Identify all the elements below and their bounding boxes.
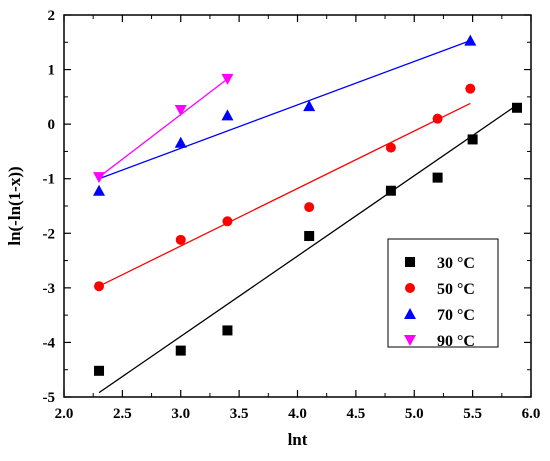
x-tick-label: 2.5 <box>113 406 132 422</box>
legend-marker <box>405 283 415 293</box>
data-point <box>385 185 396 196</box>
data-point <box>222 325 233 336</box>
x-tick-label: 4.5 <box>347 406 366 422</box>
data-point <box>432 113 443 124</box>
x-axis-label: lnt <box>288 430 308 449</box>
data-point <box>304 231 315 242</box>
data-point <box>175 345 186 356</box>
legend-marker <box>405 257 415 267</box>
y-tick-labels: -5 -4 -3 -2 -1 0 1 2 <box>43 8 56 406</box>
data-point <box>222 216 233 227</box>
data-point <box>221 73 234 85</box>
data-point <box>94 281 105 292</box>
data-point <box>221 109 234 121</box>
data-markers <box>93 34 522 376</box>
y-tick-label: -1 <box>43 172 56 188</box>
fit-line <box>98 40 471 180</box>
y-tick-label: -5 <box>43 390 56 406</box>
legend-marker <box>404 308 416 319</box>
fit-line <box>98 102 520 394</box>
data-point <box>464 34 477 46</box>
y-tick-label: -4 <box>43 335 56 351</box>
data-point <box>94 365 105 376</box>
legend: 30 °C 50 °C 70 °C 90 °C <box>387 238 499 350</box>
y-axis-label: ln(-ln(1-x)) <box>5 166 24 245</box>
x-tick-label: 4.0 <box>288 406 307 422</box>
data-point <box>467 134 478 145</box>
data-point <box>385 142 396 153</box>
fit-lines <box>98 40 520 394</box>
legend-label: 90 °C <box>437 333 475 350</box>
data-point <box>93 184 106 196</box>
fit-line <box>98 102 471 287</box>
y-tick-label: -3 <box>43 281 56 297</box>
x-tick-label: 3.5 <box>230 406 249 422</box>
data-point <box>174 104 187 116</box>
legend-label: 30 °C <box>437 255 475 272</box>
legend-label: 70 °C <box>437 307 475 324</box>
x-tick-labels: 2.0 2.5 3.0 3.5 4.0 4.5 5.0 5.5 6.0 <box>55 406 541 422</box>
data-point <box>175 234 186 245</box>
data-point <box>303 100 316 112</box>
data-point <box>432 172 443 183</box>
x-tick-label: 5.5 <box>463 406 482 422</box>
legend-label: 50 °C <box>437 281 475 298</box>
x-tick-label: 5.0 <box>405 406 424 422</box>
x-tick-label: 2.0 <box>55 406 74 422</box>
data-point <box>174 136 187 148</box>
data-point <box>304 202 315 213</box>
data-point <box>511 102 522 113</box>
legend-marker <box>404 335 416 346</box>
x-tick-label: 6.0 <box>522 406 541 422</box>
y-tick-label: 1 <box>48 63 56 79</box>
plot-frame <box>63 14 532 398</box>
y-tick-label: -2 <box>43 226 56 242</box>
data-point <box>93 172 106 184</box>
data-point <box>465 83 476 94</box>
y-tick-label: 0 <box>48 117 56 133</box>
fit-line <box>98 78 228 178</box>
x-tick-label: 3.0 <box>171 406 190 422</box>
y-tick-label: 2 <box>48 8 56 24</box>
